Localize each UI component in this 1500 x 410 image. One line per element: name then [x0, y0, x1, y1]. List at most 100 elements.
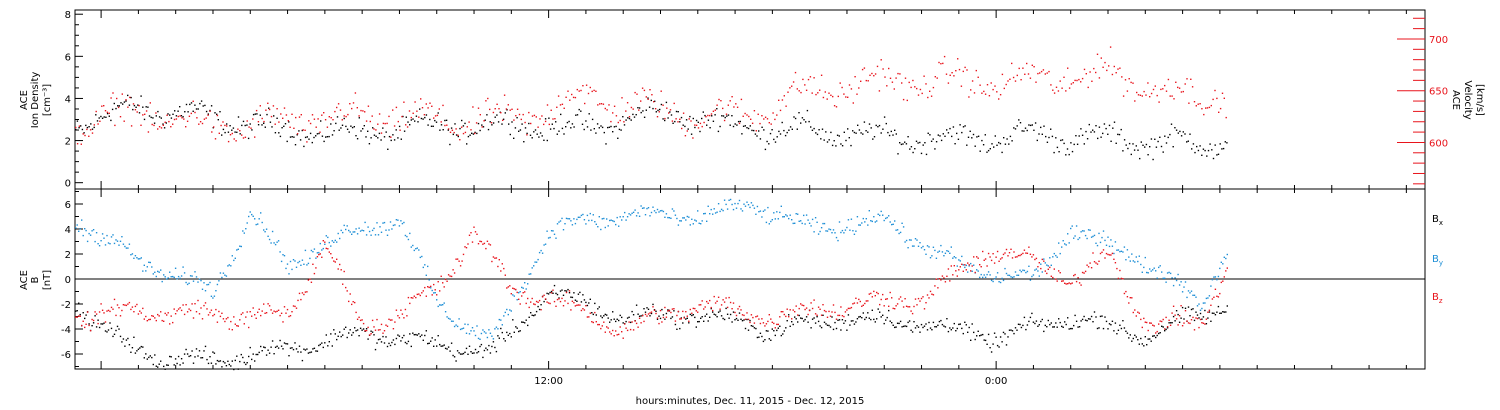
data-point — [339, 109, 342, 111]
data-point — [784, 134, 787, 137]
data-point — [195, 348, 198, 350]
data-point — [119, 240, 122, 242]
data-point — [352, 301, 354, 303]
data-point — [428, 286, 430, 289]
data-point — [1159, 265, 1161, 267]
data-point — [392, 224, 395, 227]
data-point — [749, 319, 751, 322]
data-point — [1022, 67, 1024, 69]
data-point — [668, 309, 671, 311]
data-point — [1064, 282, 1066, 284]
data-point — [801, 222, 803, 225]
data-point — [684, 125, 686, 128]
data-point — [1067, 233, 1069, 235]
data-point — [359, 327, 362, 329]
data-point — [619, 326, 621, 328]
data-point — [345, 326, 347, 328]
data-point — [692, 223, 694, 225]
data-point — [860, 80, 862, 82]
data-point — [377, 234, 380, 236]
data-point — [1093, 261, 1096, 263]
data-point — [367, 130, 369, 132]
data-point — [127, 106, 129, 108]
data-point — [719, 210, 721, 213]
data-point — [1143, 345, 1145, 347]
data-point — [595, 90, 597, 92]
data-point — [278, 121, 280, 123]
data-point — [525, 288, 527, 290]
data-point — [474, 348, 477, 351]
data-point — [273, 115, 275, 117]
data-point — [744, 318, 747, 320]
data-point — [923, 308, 926, 310]
data-point — [953, 322, 955, 325]
data-point — [649, 215, 651, 217]
data-point — [464, 323, 466, 325]
data-point — [222, 272, 225, 274]
data-point — [1005, 272, 1008, 275]
data-point — [88, 323, 90, 325]
data-point — [219, 315, 222, 318]
data-point — [789, 309, 791, 311]
data-point — [558, 130, 560, 132]
data-point — [1164, 328, 1166, 330]
data-point — [638, 109, 640, 111]
data-point — [783, 129, 785, 132]
data-point — [747, 329, 750, 331]
data-point — [110, 236, 113, 238]
data-point — [282, 348, 284, 350]
data-point — [633, 116, 636, 118]
data-point — [495, 350, 498, 353]
data-point — [794, 71, 797, 74]
data-point — [1171, 95, 1173, 97]
data-point — [1159, 332, 1161, 334]
data-point — [260, 212, 262, 214]
data-point — [1149, 96, 1151, 98]
data-point — [585, 120, 587, 122]
data-point — [274, 243, 277, 246]
data-point — [93, 126, 95, 129]
data-point — [889, 77, 892, 79]
data-point — [201, 318, 204, 320]
data-point — [876, 291, 878, 294]
data-point — [571, 300, 574, 302]
data-point — [651, 94, 653, 96]
data-point — [124, 345, 126, 347]
data-point — [88, 135, 90, 137]
data-point — [1193, 329, 1196, 331]
data-point — [977, 330, 979, 332]
data-point — [1051, 135, 1054, 138]
data-point — [712, 213, 714, 215]
data-point — [1212, 98, 1214, 101]
data-point — [1098, 126, 1101, 128]
data-point — [108, 115, 110, 117]
data-point — [1165, 142, 1168, 144]
data-point — [967, 262, 969, 264]
data-point — [626, 102, 629, 104]
data-point — [859, 315, 861, 318]
data-point — [107, 242, 110, 244]
data-point — [896, 322, 899, 324]
data-point — [1068, 242, 1070, 244]
data-point — [961, 263, 963, 265]
data-point — [213, 352, 216, 354]
data-point — [1055, 137, 1057, 139]
data-point — [768, 122, 770, 124]
legend-bx: Bx — [1432, 214, 1443, 227]
data-point — [902, 143, 904, 145]
data-point — [773, 330, 775, 332]
data-point — [794, 222, 796, 224]
data-point — [388, 229, 390, 231]
data-point — [1003, 137, 1005, 139]
data-point — [364, 221, 366, 224]
data-point — [173, 276, 175, 279]
data-point — [838, 221, 841, 223]
data-point — [252, 113, 255, 116]
data-point — [929, 290, 932, 293]
data-point — [580, 309, 583, 312]
data-point — [526, 134, 528, 136]
data-point — [422, 266, 424, 269]
data-point — [905, 305, 908, 307]
data-point — [1201, 154, 1203, 156]
data-point — [228, 328, 230, 330]
